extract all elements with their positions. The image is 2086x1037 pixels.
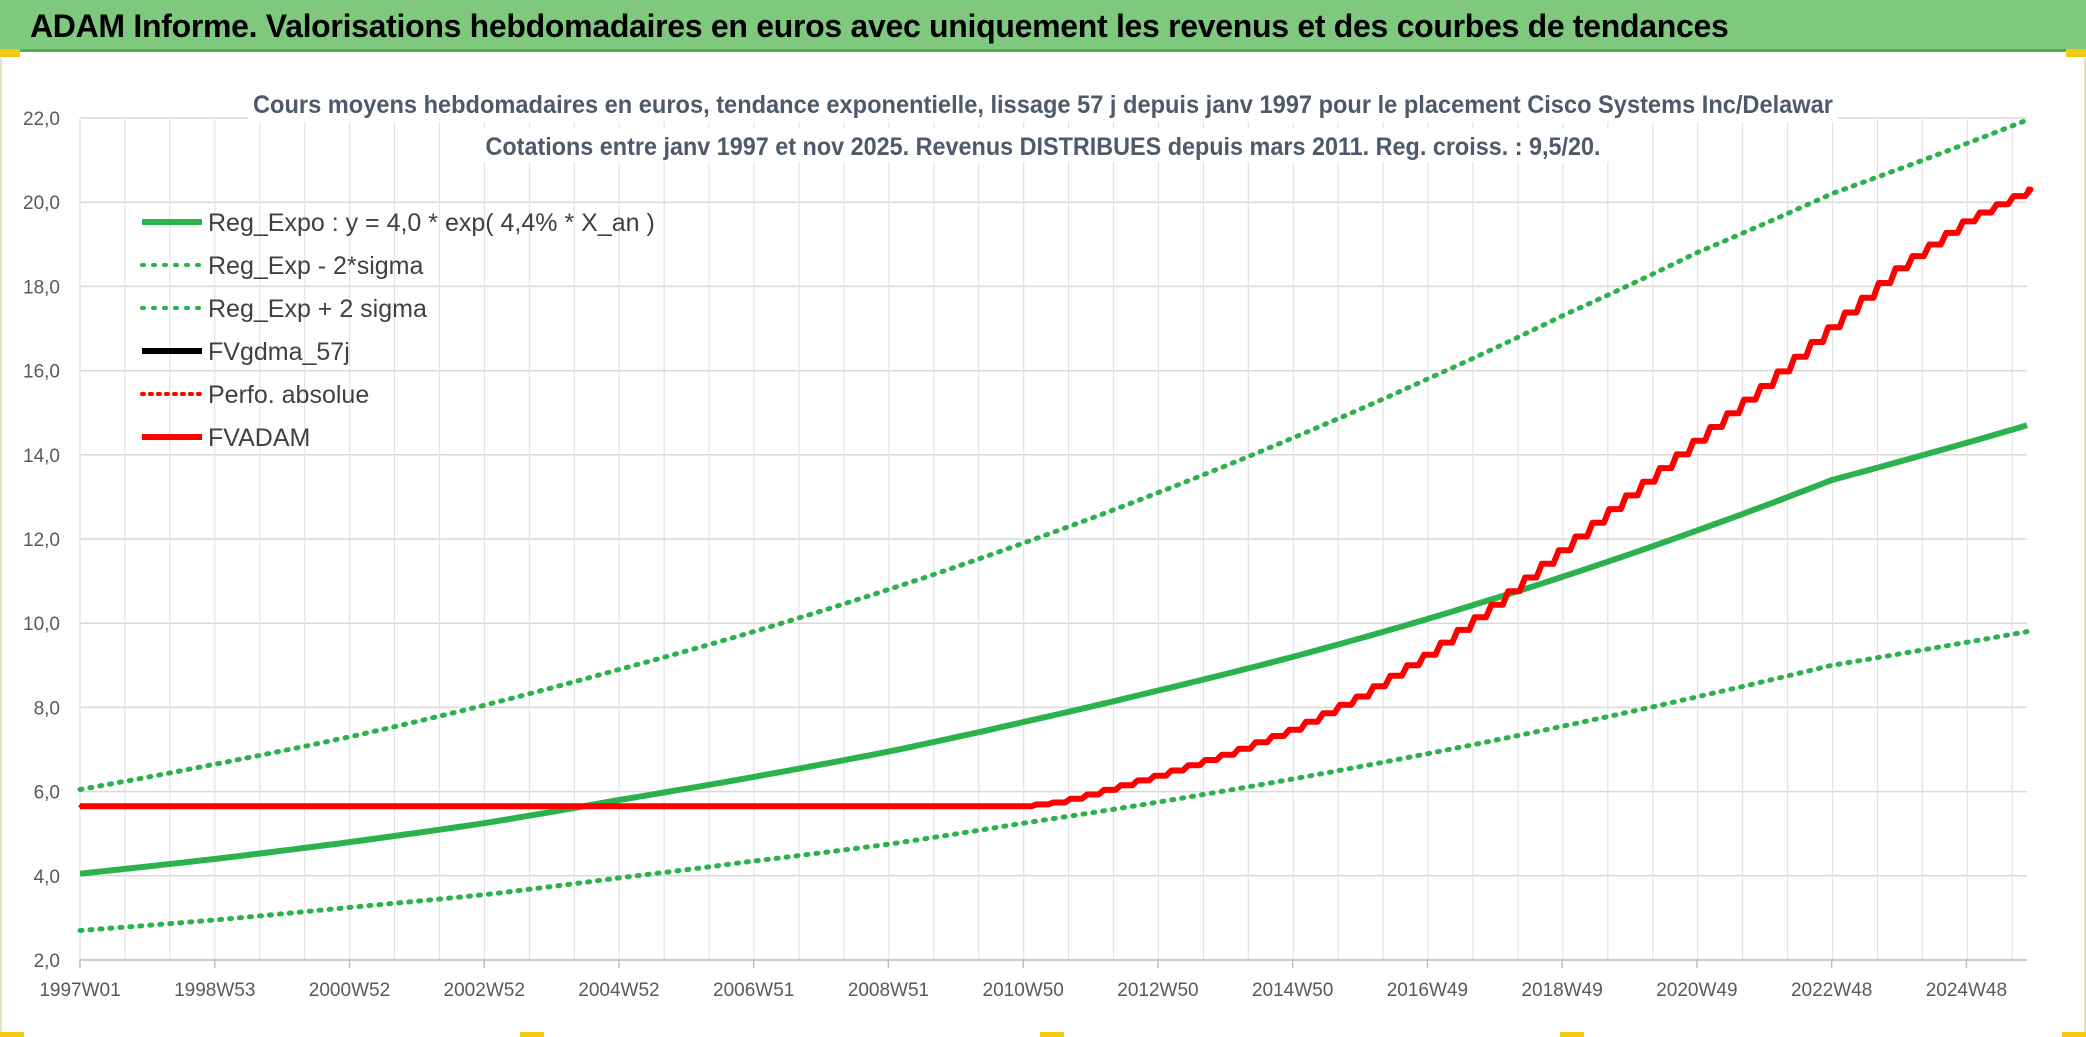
x-tick-label: 1998W53 [174,980,255,1001]
x-tick-label: 2006W51 [713,980,794,1001]
y-tick-label: 18,0 [23,277,60,298]
y-tick-label: 16,0 [23,362,60,383]
header-bar: ADAM Informe. Valorisations hebdomadaire… [0,0,2086,57]
legend: Reg_Expo : y = 4,0 * exp( 4,4% * X_an ) R… [140,209,655,452]
x-tick-label: 1997W01 [39,980,120,1001]
legend-label: Reg_Exp + 2 sigma [208,295,427,323]
x-tick-label: 2012W50 [1117,980,1198,1001]
header-corner-left [0,49,20,57]
y-tick-label: 14,0 [23,446,60,467]
x-tick-label: 2008W51 [848,980,929,1001]
chart-frame [0,58,2086,1037]
legend-label: Reg_Expo : y = 4,0 * exp( 4,4% * X_an ) [208,209,655,237]
series-layer [77,117,2034,933]
x-tick-label: 2000W52 [309,980,390,1001]
x-tick-label: 2022W48 [1791,980,1872,1001]
y-tick-label: 22,0 [23,109,60,130]
page-title: ADAM Informe. Valorisations hebdomadaire… [30,8,1729,44]
y-tick-label: 6,0 [34,783,60,804]
x-tick-label: 2024W48 [1926,980,2007,1001]
x-tick-label: 2004W52 [578,980,659,1001]
title-backdrop-1 [248,88,1838,122]
x-tick-label: 2016W49 [1387,980,1468,1001]
x-tick-label: 2010W50 [983,980,1064,1001]
y-tick-label: 12,0 [23,530,60,551]
y-tick-label: 4,0 [34,867,60,888]
legend-label: FVADAM [208,424,310,452]
chart-title-line2: Cotations entre janv 1997 et nov 2025. R… [486,133,1601,161]
axis-layer: 2,0 4,0 6,0 8,0 10,0 12,0 14,0 16,0 18,0 20,0 22,0… [23,109,2027,1001]
x-tick-label: 2002W52 [444,980,525,1001]
series-reg-exp-2-sigma [77,629,2030,933]
x-tick-label: 2018W49 [1521,980,1602,1001]
y-tick-label: 10,0 [23,614,60,635]
series-reg-exp-2-sigma [77,117,2030,792]
grid-layer [79,117,2027,961]
y-tick-label: 20,0 [23,193,60,214]
header-corner-right [2066,49,2086,57]
y-tick-label: 8,0 [34,698,60,719]
chart-title-line1: Cours moyens hebdomadaires en euros, ten… [253,91,1833,119]
series-reg-expo [79,422,2028,877]
title-backdrop-2 [470,128,1610,162]
y-tick-label: 2,0 [34,951,60,972]
x-tick-label: 2014W50 [1252,980,1333,1001]
legend-label: Perfo. absolue [208,381,369,409]
legend-label: Reg_Exp - 2*sigma [208,252,423,280]
series-fvadam [80,186,2034,810]
legend-label: FVgdma_57j [208,338,350,366]
x-tick-label: 2020W49 [1656,980,1737,1001]
